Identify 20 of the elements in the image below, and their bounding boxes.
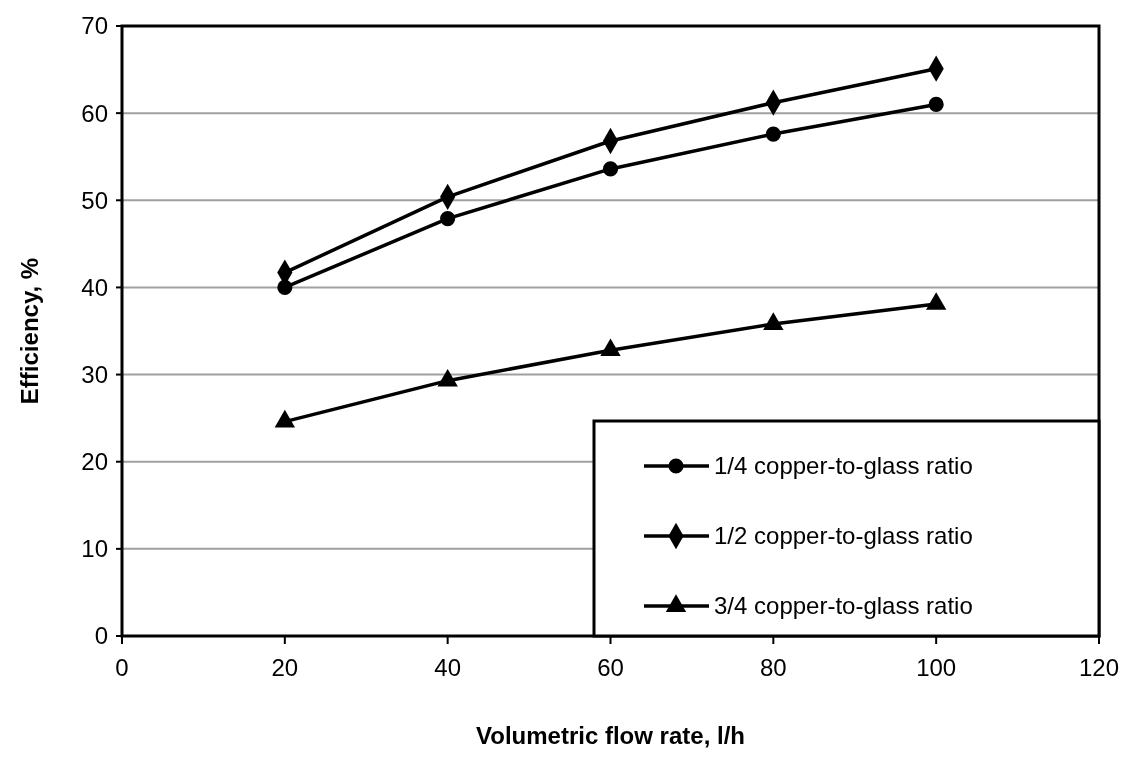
y-tick-label: 0 xyxy=(94,622,108,650)
legend-label: 1/4 copper-to-glass ratio xyxy=(714,452,973,480)
x-tick-label: 40 xyxy=(434,654,462,681)
y-axis-title: Efficiency, % xyxy=(16,257,43,405)
legend-label: 3/4 copper-to-glass ratio xyxy=(714,592,973,620)
y-tick-label: 20 xyxy=(81,448,108,476)
x-tick-label: 0 xyxy=(115,654,129,681)
y-tick-label: 70 xyxy=(81,12,108,40)
x-tick-label: 20 xyxy=(271,654,299,681)
x-tick-label: 80 xyxy=(759,654,787,681)
x-axis-title: Volumetric flow rate, l/h xyxy=(476,722,745,749)
y-tick-label: 30 xyxy=(81,360,108,388)
y-tick-label: 10 xyxy=(81,535,108,563)
x-tick-label: 60 xyxy=(597,654,624,681)
x-tick-label: 100 xyxy=(916,654,957,681)
x-tick-label: 120 xyxy=(1078,654,1120,681)
y-tick-label: 50 xyxy=(81,186,108,214)
y-tick-label: 60 xyxy=(81,99,108,127)
legend-label: 1/2 copper-to-glass ratio xyxy=(714,522,973,550)
y-tick-label: 40 xyxy=(81,273,108,301)
